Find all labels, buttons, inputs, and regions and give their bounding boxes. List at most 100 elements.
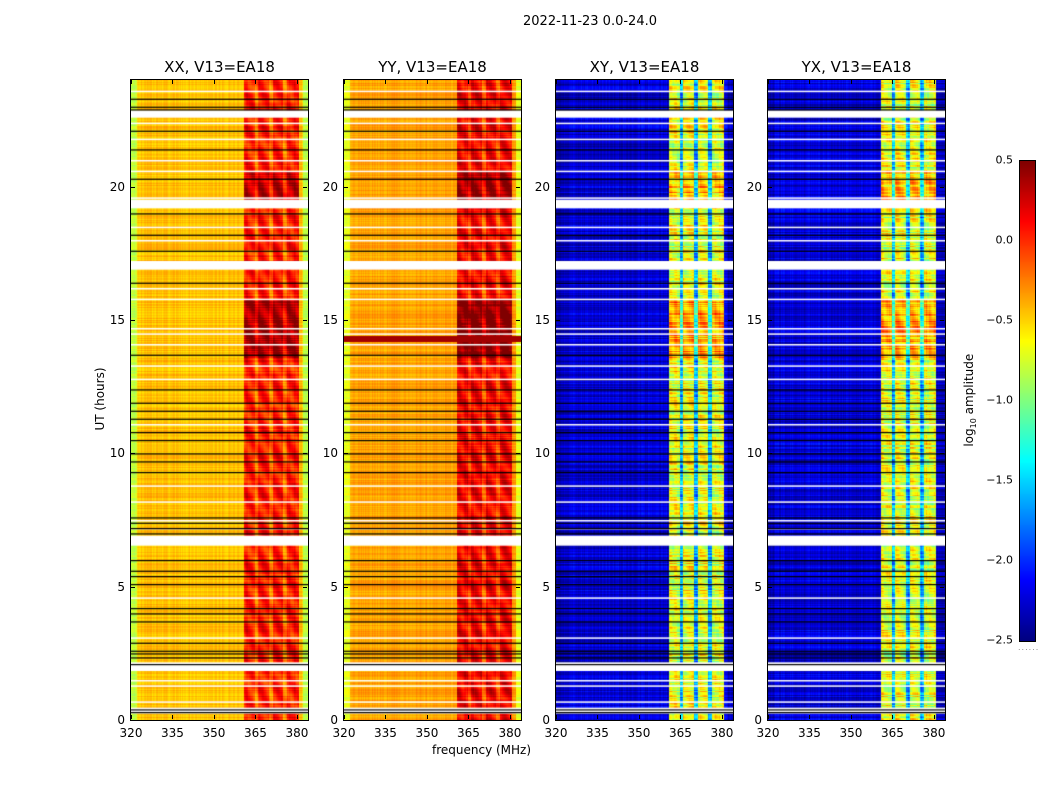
y-tick-mark <box>344 320 348 321</box>
colorbar-tick-label: −1.0 <box>986 393 1013 407</box>
x-tick-label: 380 <box>285 726 309 740</box>
x-tick-label: 335 <box>586 726 609 740</box>
y-tick-mark <box>344 186 348 188</box>
panel-title: YX, V13=EA18 <box>801 58 912 76</box>
y-tick-mark <box>728 320 732 321</box>
colorbar-extra-label: ...... <box>1018 643 1040 652</box>
x-tick-mark <box>892 80 894 84</box>
y-tick-mark <box>131 453 135 455</box>
y-tick-mark <box>940 186 944 188</box>
y-tick-label: 20 <box>109 179 125 194</box>
colorbar-tick-label: −0.5 <box>986 313 1013 327</box>
colorbar-tick-label: −2.5 <box>986 633 1013 647</box>
x-tick-mark <box>296 80 298 84</box>
x-tick-mark <box>255 80 257 84</box>
y-tick-mark <box>768 720 772 721</box>
y-tick-label: 15 <box>746 313 762 327</box>
colorbar-label: log10 amplitude <box>962 340 978 460</box>
x-tick-mark <box>556 80 557 84</box>
panel-xx: XX, V13=EA18 320 335 350 365 380 0 5 10 15 20 <box>110 58 309 740</box>
x-tick-label: 350 <box>415 726 439 740</box>
y-tick-mark <box>131 586 135 588</box>
x-tick-mark <box>255 715 257 719</box>
y-tick-mark <box>516 586 520 588</box>
x-tick-mark <box>892 715 894 719</box>
x-tick-label: 380 <box>922 726 946 740</box>
x-tick-mark <box>850 715 852 719</box>
y-tick-mark <box>728 720 732 721</box>
y-tick-label: 0 <box>542 713 550 727</box>
x-tick-label: 320 <box>544 726 568 740</box>
x-tick-mark <box>680 715 682 719</box>
x-tick-mark <box>597 715 599 719</box>
y-tick-label: 10 <box>322 446 338 461</box>
panel-xy: XY, V13=EA18 320 335 350 365 380 0 5 10 15 20 <box>535 58 734 740</box>
x-tick-mark <box>721 715 723 719</box>
x-tick-mark <box>768 80 769 84</box>
y-tick-mark <box>940 320 944 321</box>
panel-title: XX, V13=EA18 <box>164 58 275 76</box>
x-tick-mark <box>638 715 640 719</box>
y-tick-label: 10 <box>746 446 762 461</box>
x-tick-label: 335 <box>374 726 397 740</box>
y-tick-mark <box>516 720 520 721</box>
y-tick-mark <box>556 586 560 588</box>
y-tick-mark <box>303 320 307 321</box>
y-tick-mark <box>556 186 560 188</box>
x-tick-mark <box>468 715 470 719</box>
y-tick-label: 5 <box>117 579 125 594</box>
y-tick-label: 20 <box>322 179 338 194</box>
y-tick-mark <box>131 186 135 188</box>
x-tick-mark <box>385 80 387 84</box>
y-tick-mark <box>556 320 560 321</box>
colorbar-tick-label: 0.0 <box>995 233 1014 247</box>
y-tick-mark <box>556 720 560 721</box>
x-tick-mark <box>426 80 428 84</box>
x-tick-label: 365 <box>881 726 904 740</box>
x-tick-mark <box>933 715 935 719</box>
y-tick-mark <box>344 586 348 588</box>
panel-yx: YX, V13=EA18 320 335 350 365 380 0 5 10 15 20 <box>747 58 946 740</box>
y-tick-label: 20 <box>534 179 550 194</box>
x-tick-mark <box>509 80 511 84</box>
x-tick-mark <box>172 715 174 719</box>
y-tick-label: 10 <box>109 446 125 461</box>
x-tick-mark <box>344 80 345 84</box>
x-tick-mark <box>597 80 599 84</box>
x-tick-mark <box>385 715 387 719</box>
x-tick-mark <box>468 80 470 84</box>
x-tick-mark <box>296 715 298 719</box>
x-tick-mark <box>172 80 174 84</box>
x-tick-label: 320 <box>119 726 143 740</box>
y-tick-mark <box>728 186 732 188</box>
x-tick-label: 335 <box>161 726 184 740</box>
y-tick-mark <box>728 586 732 588</box>
x-tick-label: 320 <box>756 726 780 740</box>
x-tick-label: 350 <box>202 726 226 740</box>
x-tick-mark <box>344 715 345 719</box>
x-tick-mark <box>933 80 935 84</box>
heatmap-image <box>344 80 521 720</box>
x-tick-label: 350 <box>627 726 651 740</box>
x-tick-label: 380 <box>498 726 522 740</box>
colorbar-label-sub: 10 <box>969 418 979 429</box>
x-tick-label: 350 <box>839 726 863 740</box>
y-axis-label: UT (hours) <box>93 367 107 431</box>
y-tick-mark <box>556 453 560 455</box>
colorbar-tick-label: −2.0 <box>986 553 1013 567</box>
y-tick-mark <box>768 320 772 321</box>
x-tick-label: 365 <box>244 726 267 740</box>
figure-suptitle: 2022-11-23 0.0-24.0 <box>523 14 657 29</box>
colorbar <box>1019 160 1036 642</box>
y-tick-label: 15 <box>109 313 125 327</box>
y-tick-label: 15 <box>534 313 550 327</box>
y-tick-mark <box>516 186 520 188</box>
y-tick-label: 0 <box>330 713 338 727</box>
y-tick-label: 20 <box>746 179 762 194</box>
heatmap-image <box>768 80 945 720</box>
x-tick-mark <box>721 80 723 84</box>
x-tick-mark <box>768 715 769 719</box>
colorbar-label-rest: amplitude <box>961 353 976 419</box>
y-tick-label: 15 <box>322 313 338 327</box>
colorbar-label-log: log <box>961 428 976 447</box>
